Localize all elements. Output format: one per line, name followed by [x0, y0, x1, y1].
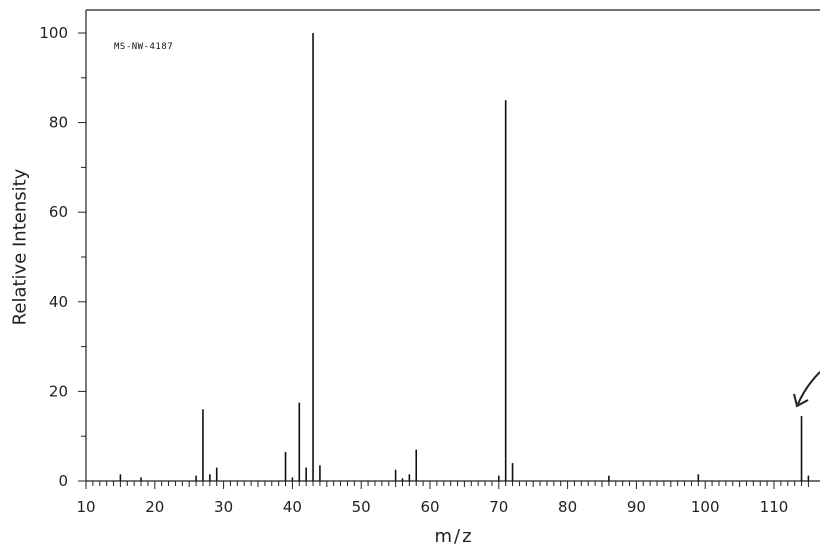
x-tick-label: 50 — [352, 498, 371, 516]
y-tick-label: 0 — [58, 472, 68, 490]
axis-ticks — [78, 32, 809, 489]
spectrum-id-label: MS-NW-4187 — [114, 42, 174, 52]
x-tick-label: 10 — [76, 498, 95, 516]
x-tick-label: 90 — [627, 498, 646, 516]
x-tick-label: 100 — [691, 498, 720, 516]
x-tick-label: 80 — [558, 498, 577, 516]
x-tick-label: 40 — [283, 498, 302, 516]
y-tick-label: 100 — [39, 24, 68, 42]
x-tick-label: 60 — [420, 498, 439, 516]
x-tick-label: 110 — [760, 498, 789, 516]
y-tick-label: 80 — [49, 114, 68, 132]
y-tick-label: 40 — [49, 293, 68, 311]
x-tick-label: 70 — [489, 498, 508, 516]
x-tick-label: 30 — [214, 498, 233, 516]
x-axis-label: m/z — [434, 526, 474, 547]
peaks — [119, 33, 810, 481]
y-axis-label: Relative Intensity — [9, 168, 31, 326]
x-tick-label: 20 — [145, 498, 164, 516]
check-mark-annotation — [793, 371, 820, 408]
axes — [85, 9, 820, 482]
tick-labels: 10 20 30 40 50 60 70 80 90 100 110 0 20 40 60 80 100 — [39, 24, 788, 516]
y-tick-label: 60 — [49, 203, 68, 221]
y-tick-label: 20 — [49, 382, 68, 400]
